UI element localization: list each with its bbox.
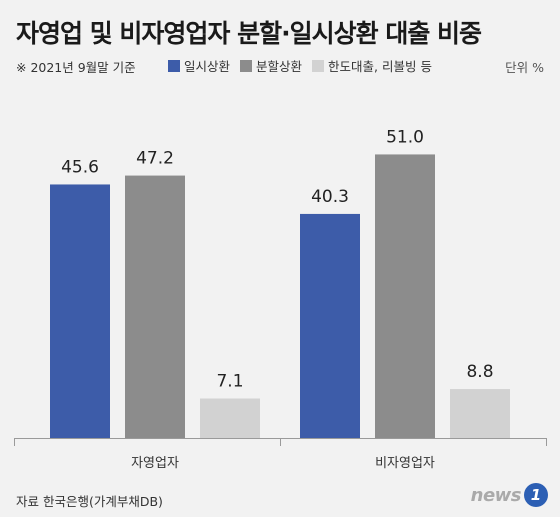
legend-item-credit-line: 한도대출, 리볼빙 등	[312, 56, 432, 75]
bar	[200, 398, 260, 438]
legend: 일시상환 분할상환 한도대출, 리볼빙 등	[168, 56, 432, 75]
legend-row: ※ 2021년 9월말 기준 일시상환 분할상환 한도대출, 리볼빙 등 단위 …	[16, 56, 546, 76]
bar	[125, 175, 185, 438]
legend-swatch-installment	[240, 59, 253, 72]
legend-label-credit-line: 한도대출, 리볼빙 등	[328, 59, 432, 74]
bar-value-label: 51.0	[386, 127, 424, 147]
chart-title: 자영업 및 비자영업자 분할·일시상환 대출 비중	[16, 19, 482, 48]
date-note: ※ 2021년 9월말 기준	[16, 60, 136, 75]
legend-label-lump-sum: 일시상환	[184, 59, 231, 74]
bar-value-label: 45.6	[61, 157, 99, 177]
legend-swatch-credit-line	[312, 59, 325, 72]
bar-value-label: 40.3	[311, 187, 349, 207]
source-note: 자료 한국은행(가계부채DB)	[16, 494, 163, 509]
legend-item-installment: 분할상환	[240, 56, 302, 75]
legend-swatch-lump-sum	[168, 59, 180, 72]
category-label: 비자영업자	[375, 456, 435, 471]
category-label: 자영업자	[131, 456, 179, 471]
news1-logo: news 1	[471, 483, 548, 507]
bar	[450, 389, 510, 438]
bar	[375, 154, 435, 438]
bar-value-label: 7.1	[216, 372, 243, 392]
legend-label-installment: 분할상환	[256, 59, 303, 74]
logo-mark: 1	[524, 483, 548, 507]
logo-text: news	[470, 484, 522, 506]
bar-value-label: 47.2	[136, 149, 174, 169]
bar	[50, 184, 110, 438]
bar-chart: 45.6 47.2 7.1 자영업자 40.3 51.0 8.8 비자영업자	[14, 127, 547, 471]
unit-label: 단위 %	[505, 60, 544, 75]
bar	[300, 213, 360, 438]
bar-value-label: 8.8	[466, 362, 493, 382]
legend-item-lump-sum: 일시상환	[168, 56, 230, 75]
